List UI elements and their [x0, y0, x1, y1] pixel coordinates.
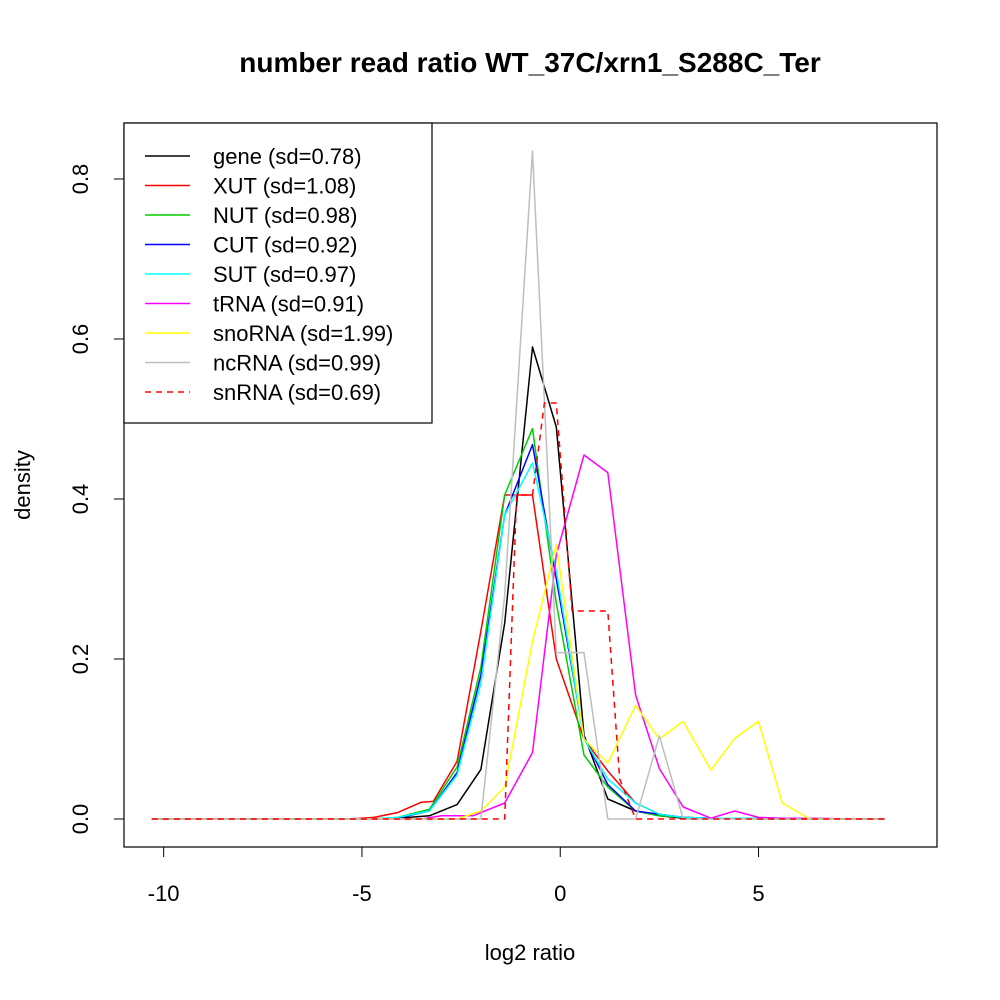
- series-lines: [151, 150, 886, 820]
- legend-item: snoRNA (sd=1.99): [145, 321, 393, 346]
- y-tick-label: 0.4: [68, 484, 93, 515]
- legend-label: NUT (sd=0.98): [213, 203, 357, 228]
- legend-item: ncRNA (sd=0.99): [145, 351, 381, 376]
- legend-item: gene (sd=0.78): [145, 144, 362, 169]
- x-axis-label: log2 ratio: [485, 940, 576, 965]
- legend-item: tRNA (sd=0.91): [145, 292, 364, 317]
- series-line-sut: [151, 462, 886, 820]
- x-axis: -10 -5 0 5: [148, 846, 765, 906]
- legend-label: SUT (sd=0.97): [213, 262, 356, 287]
- series-line-snorna: [151, 543, 886, 820]
- y-tick-label: 0.8: [68, 164, 93, 195]
- legend: gene (sd=0.78) XUT (sd=1.08) NUT (sd=0.98)…: [123, 122, 433, 424]
- x-tick-label: 0: [554, 881, 566, 906]
- series-line-trna: [151, 454, 886, 820]
- legend-label: snRNA (sd=0.69): [213, 380, 381, 405]
- legend-label: CUT (sd=0.92): [213, 233, 357, 258]
- chart-title: number read ratio WT_37C/xrn1_S288C_Ter: [239, 47, 821, 78]
- y-tick-label: 0.6: [68, 324, 93, 355]
- y-tick-label: 0.2: [68, 644, 93, 675]
- legend-item: XUT (sd=1.08): [145, 174, 356, 199]
- legend-item: snRNA (sd=0.69): [145, 380, 381, 405]
- y-tick-label: 0.0: [68, 804, 93, 835]
- series-line-ncrna: [151, 150, 886, 820]
- legend-label: snoRNA (sd=1.99): [213, 321, 393, 346]
- y-axis-label: density: [10, 450, 35, 520]
- legend-box: [123, 122, 433, 424]
- legend-item: SUT (sd=0.97): [145, 262, 356, 287]
- x-tick-label: -10: [148, 881, 180, 906]
- legend-label: tRNA (sd=0.91): [213, 292, 364, 317]
- legend-label: gene (sd=0.78): [213, 144, 362, 169]
- legend-item: CUT (sd=0.92): [145, 233, 357, 258]
- legend-label: ncRNA (sd=0.99): [213, 351, 381, 376]
- legend-label: XUT (sd=1.08): [213, 174, 356, 199]
- legend-item: NUT (sd=0.98): [145, 203, 357, 228]
- x-tick-label: -5: [352, 881, 372, 906]
- x-tick-label: 5: [752, 881, 764, 906]
